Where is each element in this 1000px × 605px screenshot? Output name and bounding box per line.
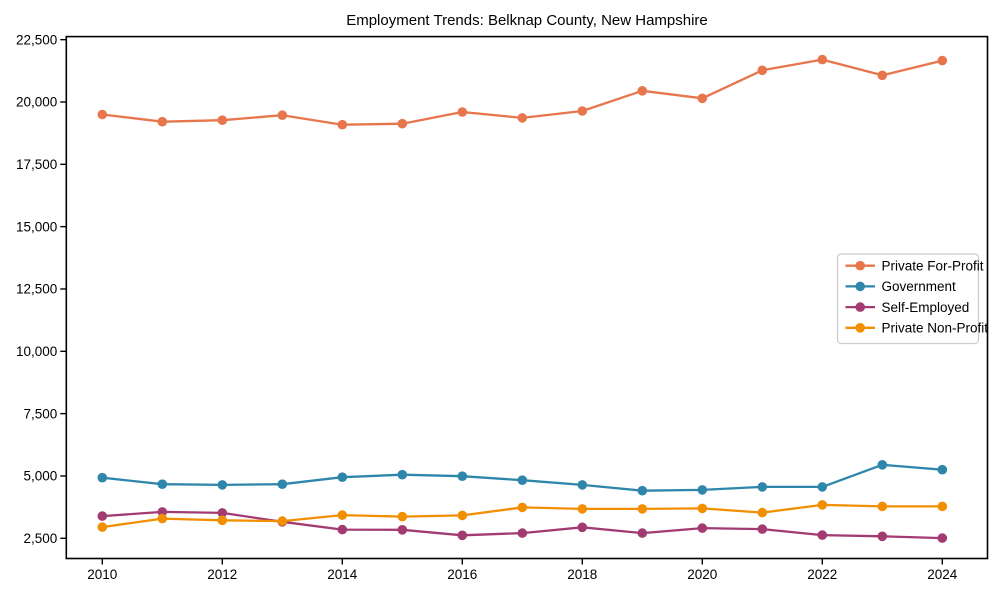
- data-point-private-for-profit-2010: [97, 109, 108, 120]
- data-point-self-employed-2023: [877, 531, 888, 542]
- data-point-government-2024: [937, 464, 948, 475]
- chart-title: Employment Trends: Belknap County, New H…: [346, 12, 708, 29]
- data-point-private-for-profit-2013: [277, 110, 288, 120]
- data-point-government-2014: [337, 472, 348, 483]
- data-point-private-for-profit-2016: [457, 107, 468, 117]
- data-point-private-for-profit-2020: [697, 93, 708, 104]
- data-point-private-for-profit-2023: [877, 70, 888, 81]
- data-point-government-2023: [877, 460, 888, 470]
- y-tick-label: 12,500: [16, 282, 57, 297]
- data-point-private-for-profit-2011: [157, 116, 168, 127]
- legend-marker-self-employed: [855, 302, 865, 312]
- series-layer: [97, 54, 948, 543]
- data-point-self-employed-2022: [817, 530, 828, 540]
- y-tick-label: 17,500: [16, 157, 57, 172]
- data-point-government-2019: [637, 485, 648, 496]
- x-tick-label: 2010: [87, 567, 117, 582]
- x-axis: 2010 2012 2014 2016 2018 2020 2022 2024: [87, 558, 958, 582]
- y-tick-label: 5,000: [24, 469, 58, 484]
- data-point-self-employed-2016: [457, 530, 468, 541]
- data-point-private-non-profit-2015: [397, 511, 408, 522]
- data-point-private-non-profit-2012: [217, 515, 228, 526]
- legend-marker-private-non-profit: [855, 323, 865, 333]
- data-point-self-employed-2012: [217, 508, 228, 518]
- axes-spines: [65, 35, 989, 560]
- x-tick-label: 2014: [327, 567, 358, 582]
- data-point-private-for-profit-2024: [937, 55, 948, 66]
- legend: Private For-Profit Government Self-Employe…: [836, 253, 989, 345]
- data-point-private-non-profit-2017: [517, 502, 528, 513]
- data-point-private-non-profit-2018: [577, 504, 588, 514]
- data-point-private-non-profit-2010: [97, 522, 108, 532]
- legend-marker-government: [855, 281, 865, 292]
- data-point-private-for-profit-2012: [217, 115, 228, 125]
- data-point-private-non-profit-2013: [277, 516, 288, 526]
- legend-label-government: Government: [882, 279, 957, 294]
- data-point-self-employed-2018: [577, 522, 588, 533]
- x-tick-label: 2022: [807, 567, 837, 582]
- data-point-private-non-profit-2021: [757, 507, 768, 518]
- data-point-private-non-profit-2014: [337, 510, 348, 520]
- data-point-private-for-profit-2022: [817, 54, 828, 65]
- y-tick-label: 2,500: [24, 531, 58, 546]
- data-point-government-2013: [277, 479, 288, 490]
- data-point-self-employed-2015: [397, 525, 408, 535]
- x-tick-label: 2016: [447, 567, 477, 582]
- data-point-private-for-profit-2015: [397, 118, 408, 129]
- data-point-private-for-profit-2019: [637, 86, 648, 96]
- data-point-government-2012: [217, 480, 228, 490]
- data-point-government-2022: [817, 482, 828, 492]
- legend-box: [836, 253, 980, 345]
- data-point-self-employed-2019: [637, 528, 648, 538]
- data-point-government-2018: [577, 480, 588, 490]
- y-tick-label: 15,000: [16, 219, 57, 234]
- data-point-private-for-profit-2017: [517, 113, 528, 123]
- plot-frame: [65, 35, 989, 560]
- data-point-self-employed-2010: [97, 511, 108, 521]
- data-point-private-non-profit-2019: [637, 504, 648, 514]
- y-tick-label: 10,000: [16, 344, 57, 359]
- data-point-government-2016: [457, 471, 468, 482]
- data-point-self-employed-2020: [697, 523, 708, 533]
- legend-label-private-non-profit: Private Non-Profit: [882, 321, 989, 336]
- data-point-private-non-profit-2011: [157, 513, 168, 524]
- data-point-private-non-profit-2022: [817, 500, 828, 510]
- data-point-private-non-profit-2023: [877, 501, 888, 512]
- data-point-private-for-profit-2021: [757, 65, 768, 76]
- y-axis: 2,500 5,000 7,500 10,000 12,500 15,000 17,500 2…: [16, 32, 67, 546]
- legend-marker-private-for-profit: [855, 260, 865, 271]
- x-tick-label: 2024: [927, 567, 958, 582]
- x-tick-label: 2020: [687, 567, 717, 582]
- legend-label-self-employed: Self-Employed: [882, 300, 970, 315]
- y-tick-label: 22,500: [16, 32, 57, 47]
- data-point-private-for-profit-2014: [337, 119, 348, 130]
- data-point-self-employed-2017: [517, 528, 528, 538]
- data-point-government-2015: [397, 469, 408, 480]
- data-point-private-non-profit-2016: [457, 510, 468, 521]
- data-point-private-non-profit-2024: [937, 501, 948, 512]
- data-point-government-2020: [697, 485, 708, 495]
- y-tick-label: 20,000: [16, 95, 57, 110]
- y-tick-label: 7,500: [24, 406, 58, 421]
- x-tick-label: 2012: [207, 567, 237, 582]
- data-point-self-employed-2011: [157, 507, 168, 517]
- data-point-private-for-profit-2018: [577, 106, 588, 116]
- data-point-self-employed-2024: [937, 533, 948, 543]
- data-point-government-2017: [517, 475, 528, 486]
- legend-label-private-for-profit: Private For-Profit: [882, 258, 984, 273]
- data-point-government-2010: [97, 472, 108, 483]
- data-point-self-employed-2014: [337, 524, 348, 535]
- data-point-self-employed-2021: [757, 524, 768, 534]
- data-point-private-non-profit-2020: [697, 503, 708, 514]
- data-point-government-2011: [157, 479, 168, 490]
- x-tick-label: 2018: [567, 567, 597, 582]
- data-point-government-2021: [757, 482, 768, 492]
